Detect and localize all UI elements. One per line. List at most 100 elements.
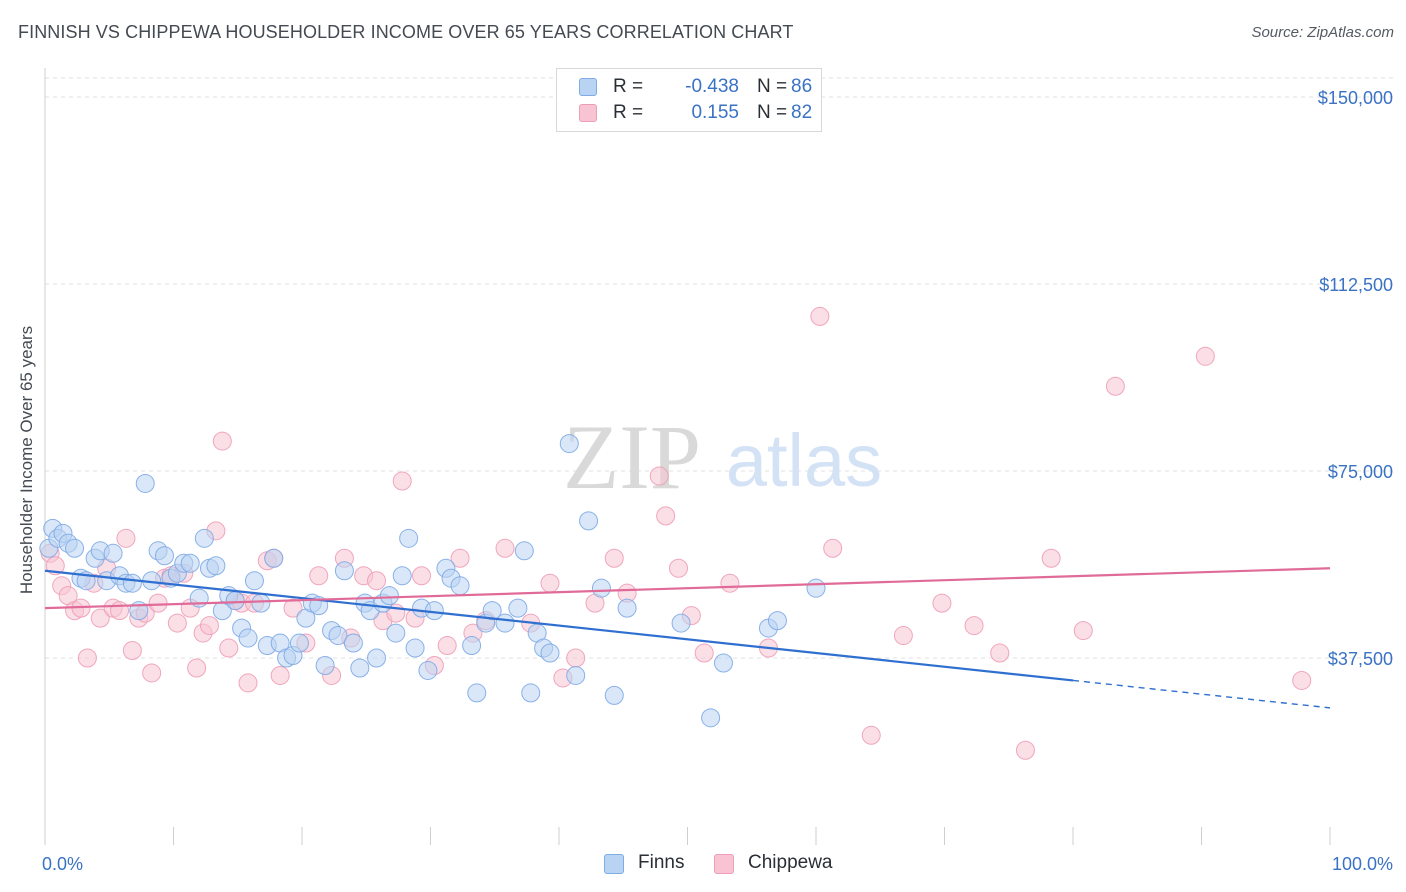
finns-point [514, 541, 534, 561]
r-label: R = [613, 76, 644, 97]
finns-point [194, 528, 214, 548]
data-points [39, 306, 1312, 760]
chippewa-point [810, 306, 830, 326]
chippewa-point [238, 673, 258, 693]
finns-point [379, 586, 399, 606]
finns-point [289, 633, 309, 653]
chippewa-point [148, 593, 168, 613]
chippewa-point [110, 601, 130, 621]
finns-point [225, 591, 245, 611]
watermark: ZIP atlas [563, 406, 882, 508]
chippewa-point [77, 648, 97, 668]
axes [44, 68, 1331, 845]
chippewa-point [142, 663, 162, 683]
finns-point [482, 601, 502, 621]
chippewa-point [694, 643, 714, 663]
finns-point [591, 578, 611, 598]
finns-point [264, 548, 284, 568]
finns-point [328, 626, 348, 646]
y-axis-label: Householder Income Over 65 years [17, 325, 36, 595]
finns-point [367, 648, 387, 668]
n-label: N = [757, 76, 788, 97]
chippewa-legend-label: Chippewa [748, 852, 833, 873]
y-tick-label: $112,500 [1319, 275, 1393, 295]
chippewa-point [116, 528, 136, 548]
watermark-atlas: atlas [726, 419, 882, 502]
chippewa-point [990, 643, 1010, 663]
finns-point [508, 598, 528, 618]
finns-point [238, 628, 258, 648]
x-tick-label: 0.0% [42, 854, 83, 874]
finns-trend-line [44, 569, 1074, 682]
chippewa-point [187, 658, 207, 678]
finns-legend-label: Finns [638, 852, 685, 873]
chippewa-point [283, 598, 303, 618]
trend-lines [44, 567, 1331, 709]
finns-point [135, 473, 155, 493]
chippewa-point [656, 506, 676, 526]
chippewa-point [412, 566, 432, 586]
finns-n-value: 86 [791, 76, 813, 97]
r-label: R = [613, 102, 644, 123]
chippewa-point [861, 725, 881, 745]
chippewa-point [893, 626, 913, 646]
finns-point [604, 685, 624, 705]
finns-point [386, 623, 406, 643]
finns-point [617, 598, 637, 618]
chippewa-point [167, 613, 187, 633]
finns-point [521, 683, 541, 703]
correlation-legend: R = -0.438 N = 86 R = 0.155 N = 82 [556, 68, 822, 132]
finns-point [713, 653, 733, 673]
finns-point [334, 561, 354, 581]
chippewa-point [212, 431, 232, 451]
chippewa-n-value: 82 [791, 102, 813, 123]
chippewa-point [1292, 670, 1312, 690]
chippewa-point [392, 471, 412, 491]
finns-point [450, 576, 470, 596]
chippewa-r-value: 0.155 [691, 102, 739, 123]
y-tick-label: $37,500 [1328, 649, 1393, 669]
chippewa-point [720, 573, 740, 593]
chippewa-point [1105, 376, 1125, 396]
finns-point [559, 434, 579, 454]
finns-swatch [579, 78, 597, 96]
finns-point [392, 566, 412, 586]
chippewa-point [309, 566, 329, 586]
chippewa-trend-line [44, 567, 1331, 610]
finns-point [315, 655, 335, 675]
finns-point [671, 613, 691, 633]
finns-point [566, 665, 586, 685]
chippewa-point [540, 573, 560, 593]
gridlines [45, 77, 1395, 659]
finns-point [701, 708, 721, 728]
finns-point [462, 636, 482, 656]
watermark-zip: ZIP [563, 406, 701, 508]
finns-point [767, 611, 787, 631]
finns-point [65, 538, 85, 558]
chippewa-point [649, 466, 669, 486]
finns-point [418, 660, 438, 680]
finns-point [806, 578, 826, 598]
chippewa-point [823, 538, 843, 558]
finns-point [251, 593, 271, 613]
finns-legend-swatch [604, 854, 624, 874]
chippewa-point [669, 558, 689, 578]
finns-point [399, 528, 419, 548]
chippewa-point [199, 616, 219, 636]
finns-point [206, 556, 226, 576]
finns-trend-extension [1072, 679, 1331, 709]
chippewa-point [90, 608, 110, 628]
finns-point [103, 543, 123, 563]
n-label: N = [757, 102, 788, 123]
chart-title: FINNISH VS CHIPPEWA HOUSEHOLDER INCOME O… [18, 22, 794, 42]
y-tick-label: $150,000 [1318, 88, 1393, 108]
chippewa-point [122, 641, 142, 661]
y-tick-label: $75,000 [1328, 462, 1393, 482]
chippewa-point [1073, 621, 1093, 641]
chippewa-point [367, 571, 387, 591]
finns-point [180, 553, 200, 573]
finns-point [467, 683, 487, 703]
chippewa-point [1015, 740, 1035, 760]
chippewa-point [932, 593, 952, 613]
